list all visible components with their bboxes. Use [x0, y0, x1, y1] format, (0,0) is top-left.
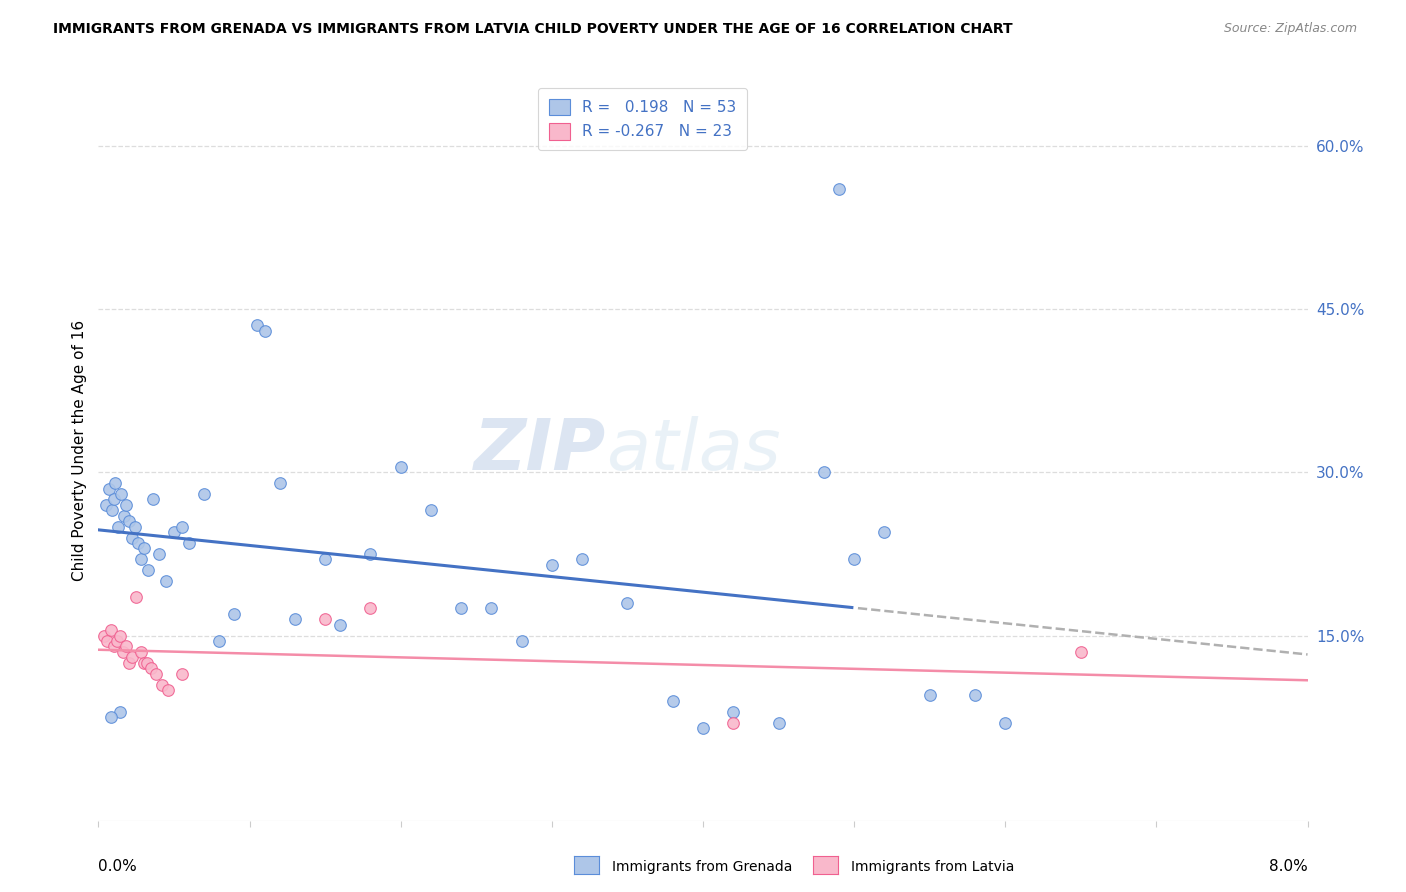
Point: [828, 182, 851, 196]
Point: [571, 552, 593, 566]
Point: [108, 628, 131, 642]
Point: [360, 601, 382, 615]
Point: [107, 519, 129, 533]
Point: [112, 508, 135, 523]
Text: 8.0%: 8.0%: [1268, 859, 1308, 874]
Point: [1070, 645, 1092, 659]
Point: [150, 677, 173, 691]
Point: [723, 705, 745, 719]
Point: [145, 666, 167, 681]
Point: [918, 689, 941, 703]
Point: [98, 482, 121, 496]
Point: [179, 536, 201, 550]
Text: Source: ZipAtlas.com: Source: ZipAtlas.com: [1223, 22, 1357, 36]
Point: [132, 656, 155, 670]
Point: [96, 634, 118, 648]
Point: [253, 324, 276, 338]
Point: [104, 476, 127, 491]
Point: [208, 634, 231, 648]
Point: [873, 525, 896, 540]
Point: [193, 487, 215, 501]
Text: atlas: atlas: [606, 416, 780, 485]
Point: [114, 498, 136, 512]
Point: [101, 503, 124, 517]
Point: [269, 476, 291, 491]
Point: [135, 656, 157, 670]
Point: [105, 634, 128, 648]
Point: [121, 531, 143, 545]
Point: [540, 558, 562, 572]
Legend: R =   0.198   N = 53, R = -0.267   N = 23: R = 0.198 N = 53, R = -0.267 N = 23: [538, 88, 747, 150]
Point: [329, 617, 352, 632]
Point: [661, 694, 683, 708]
Point: [692, 721, 714, 735]
Point: [136, 563, 159, 577]
Point: [844, 552, 866, 566]
Point: [155, 574, 177, 588]
Point: [93, 628, 115, 642]
Point: [100, 623, 122, 637]
Point: [118, 514, 141, 528]
Point: [94, 498, 117, 512]
Text: Immigrants from Latvia: Immigrants from Latvia: [851, 860, 1014, 874]
Point: [148, 547, 170, 561]
Point: [142, 492, 165, 507]
Point: [450, 601, 472, 615]
Point: [121, 650, 143, 665]
Point: [170, 666, 193, 681]
Point: [156, 683, 179, 698]
Point: [314, 552, 336, 566]
Point: [965, 689, 987, 703]
Point: [768, 715, 790, 730]
Point: [813, 465, 835, 479]
Text: ZIP: ZIP: [474, 416, 606, 485]
Point: [616, 596, 638, 610]
Point: [114, 640, 136, 654]
Point: [127, 536, 149, 550]
Y-axis label: Child Poverty Under the Age of 16: Child Poverty Under the Age of 16: [72, 320, 87, 581]
Point: [723, 715, 745, 730]
Point: [129, 645, 152, 659]
Point: [510, 634, 533, 648]
Point: [170, 519, 193, 533]
Point: [132, 541, 155, 556]
Point: [110, 487, 132, 501]
Point: [481, 601, 503, 615]
Point: [314, 612, 336, 626]
Point: [284, 612, 307, 626]
Point: [129, 552, 152, 566]
Point: [111, 645, 134, 659]
Point: [141, 661, 163, 675]
Point: [125, 591, 148, 605]
Point: [103, 492, 125, 507]
Point: [224, 607, 246, 621]
Text: 0.0%: 0.0%: [98, 859, 138, 874]
Point: [994, 715, 1017, 730]
Point: [118, 656, 141, 670]
Point: [360, 547, 382, 561]
Point: [163, 525, 186, 540]
Point: [246, 318, 269, 333]
Point: [100, 710, 122, 724]
Point: [420, 503, 443, 517]
Point: [103, 640, 125, 654]
Text: Immigrants from Grenada: Immigrants from Grenada: [612, 860, 792, 874]
Point: [389, 459, 412, 474]
Point: [108, 705, 131, 719]
Point: [124, 519, 146, 533]
Text: IMMIGRANTS FROM GRENADA VS IMMIGRANTS FROM LATVIA CHILD POVERTY UNDER THE AGE OF: IMMIGRANTS FROM GRENADA VS IMMIGRANTS FR…: [53, 22, 1014, 37]
